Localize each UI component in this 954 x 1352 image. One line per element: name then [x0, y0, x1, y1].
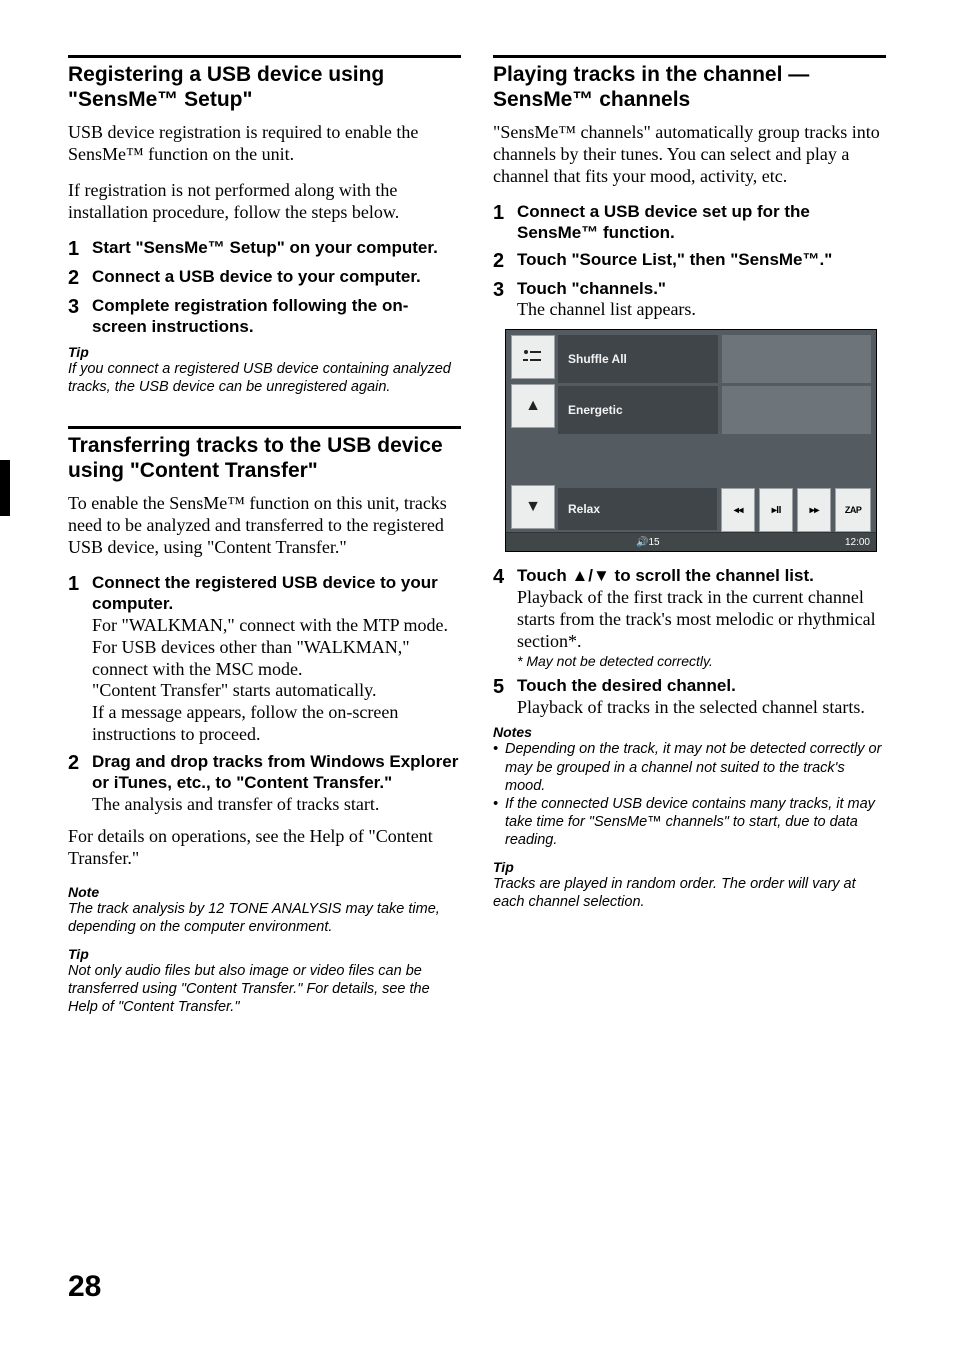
step: 1 Start "SensMe™ Setup" on your computer…	[68, 238, 461, 261]
zap-button[interactable]: ZAP	[835, 488, 871, 532]
step-instruction: Complete registration following the on-s…	[92, 296, 408, 336]
step-number: 4	[493, 566, 517, 669]
step-number: 3	[493, 279, 517, 322]
step-instruction: Touch "channels."	[517, 279, 886, 300]
page-number: 28	[68, 1270, 101, 1304]
step-detail: The channel list appears.	[517, 299, 886, 321]
right-column: Playing tracks in the channel — SensMe™ …	[493, 55, 886, 1026]
scroll-down-button[interactable]: ▼	[511, 485, 555, 529]
footnote: * May not be detected correctly.	[517, 653, 886, 670]
prev-button[interactable]: ◂◂	[721, 488, 755, 532]
step-detail: For "WALKMAN," connect with the MTP mode…	[92, 615, 461, 747]
channel-label[interactable]: Relax	[558, 488, 717, 530]
section-heading: Registering a USB device using "SensMe™ …	[68, 62, 461, 112]
step-detail: Playback of tracks in the selected chann…	[517, 697, 886, 719]
clock: 12:00	[845, 537, 870, 548]
step: 2 Drag and drop tracks from Windows Expl…	[68, 752, 461, 815]
step-instruction: Touch ▲/▼ to scroll the channel list.	[517, 566, 886, 587]
step: 5 Touch the desired channel. Playback of…	[493, 676, 886, 719]
body-text: To enable the SensMe™ function on this u…	[68, 493, 461, 559]
manual-page: Registering a USB device using "SensMe™ …	[0, 0, 954, 1352]
note-text: Depending on the track, it may not be de…	[505, 740, 886, 794]
step-detail: Playback of the first track in the curre…	[517, 587, 886, 653]
tip-text: Not only audio files but also image or v…	[68, 962, 461, 1016]
edge-tab	[0, 460, 10, 516]
step-instruction: Touch "Source List," then "SensMe™."	[517, 250, 832, 269]
channel-art	[722, 335, 871, 383]
section-rule	[493, 55, 886, 58]
step: 2 Touch "Source List," then "SensMe™."	[493, 250, 886, 273]
volume-icon: 🔊	[636, 537, 648, 548]
notes-list: • Depending on the track, it may not be …	[493, 740, 886, 849]
step-number: 1	[493, 202, 517, 243]
channel-label: Energetic	[558, 386, 718, 434]
body-text: "SensMe™ channels" automatically group t…	[493, 122, 886, 188]
channel-label: Shuffle All	[558, 335, 718, 383]
list-icon-button[interactable]	[511, 335, 555, 379]
step: 1 Connect a USB device set up for the Se…	[493, 202, 886, 243]
section-rule	[68, 426, 461, 429]
bullet-icon: •	[493, 795, 505, 849]
bullet-icon: •	[493, 740, 505, 794]
channel-row-controls: Relax ◂◂ ▸II ▸▸ ZAP	[558, 488, 871, 530]
step: 1 Connect the registered USB device to y…	[68, 573, 461, 746]
step: 4 Touch ▲/▼ to scroll the channel list. …	[493, 566, 886, 669]
section-rule	[68, 55, 461, 58]
channel-art	[722, 386, 871, 434]
step-number: 3	[68, 296, 92, 337]
body-text: For details on operations, see the Help …	[68, 826, 461, 870]
note-text: The track analysis by 12 TONE ANALYSIS m…	[68, 900, 461, 936]
step-instruction: Connect a USB device to your computer.	[92, 267, 421, 286]
note-label: Note	[68, 884, 461, 900]
scroll-up-button[interactable]: ▲	[511, 384, 555, 428]
body-text: If registration is not performed along w…	[68, 180, 461, 224]
two-column-layout: Registering a USB device using "SensMe™ …	[68, 55, 886, 1026]
play-pause-button[interactable]: ▸II	[759, 488, 793, 532]
notes-label: Notes	[493, 724, 886, 740]
section-heading: Transferring tracks to the USB device us…	[68, 433, 461, 483]
tip-text: If you connect a registered USB device c…	[68, 360, 461, 396]
step-number: 1	[68, 238, 92, 261]
step-detail: The analysis and transfer of tracks star…	[92, 794, 461, 816]
tip-label: Tip	[493, 859, 886, 875]
next-button[interactable]: ▸▸	[797, 488, 831, 532]
step-number: 1	[68, 573, 92, 746]
tip-label: Tip	[68, 946, 461, 962]
step-number: 2	[493, 250, 517, 273]
screen-left-buttons: ▲ ▼	[511, 335, 553, 529]
step-instruction: Start "SensMe™ Setup" on your computer.	[92, 238, 438, 257]
tip-text: Tracks are played in random order. The o…	[493, 875, 886, 911]
note-item: • Depending on the track, it may not be …	[493, 740, 886, 794]
tip-label: Tip	[68, 344, 461, 360]
step-instruction: Connect the registered USB device to you…	[92, 573, 461, 614]
step-number: 5	[493, 676, 517, 719]
section-heading: Playing tracks in the channel — SensMe™ …	[493, 62, 886, 112]
step-instruction: Drag and drop tracks from Windows Explor…	[92, 752, 461, 793]
channel-row[interactable]: Energetic	[558, 386, 871, 434]
channel-list-screen: ▲ ▼ Shuffle All Energetic Relax	[505, 329, 877, 552]
channel-row[interactable]: Shuffle All	[558, 335, 871, 383]
step: 3 Complete registration following the on…	[68, 296, 461, 337]
channel-rows: Shuffle All Energetic	[558, 335, 871, 437]
step-instruction: Connect a USB device set up for the Sens…	[517, 202, 810, 242]
note-item: • If the connected USB device contains m…	[493, 795, 886, 849]
step-instruction: Touch the desired channel.	[517, 676, 886, 697]
body-text: USB device registration is required to e…	[68, 122, 461, 166]
screen-status-bar: 🔊15 12:00	[506, 532, 876, 551]
step: 2 Connect a USB device to your computer.	[68, 267, 461, 290]
step: 3 Touch "channels." The channel list app…	[493, 279, 886, 322]
note-text: If the connected USB device contains man…	[505, 795, 886, 849]
volume-indicator: 🔊15	[636, 537, 660, 548]
step-number: 2	[68, 267, 92, 290]
step-number: 2	[68, 752, 92, 815]
left-column: Registering a USB device using "SensMe™ …	[68, 55, 461, 1026]
